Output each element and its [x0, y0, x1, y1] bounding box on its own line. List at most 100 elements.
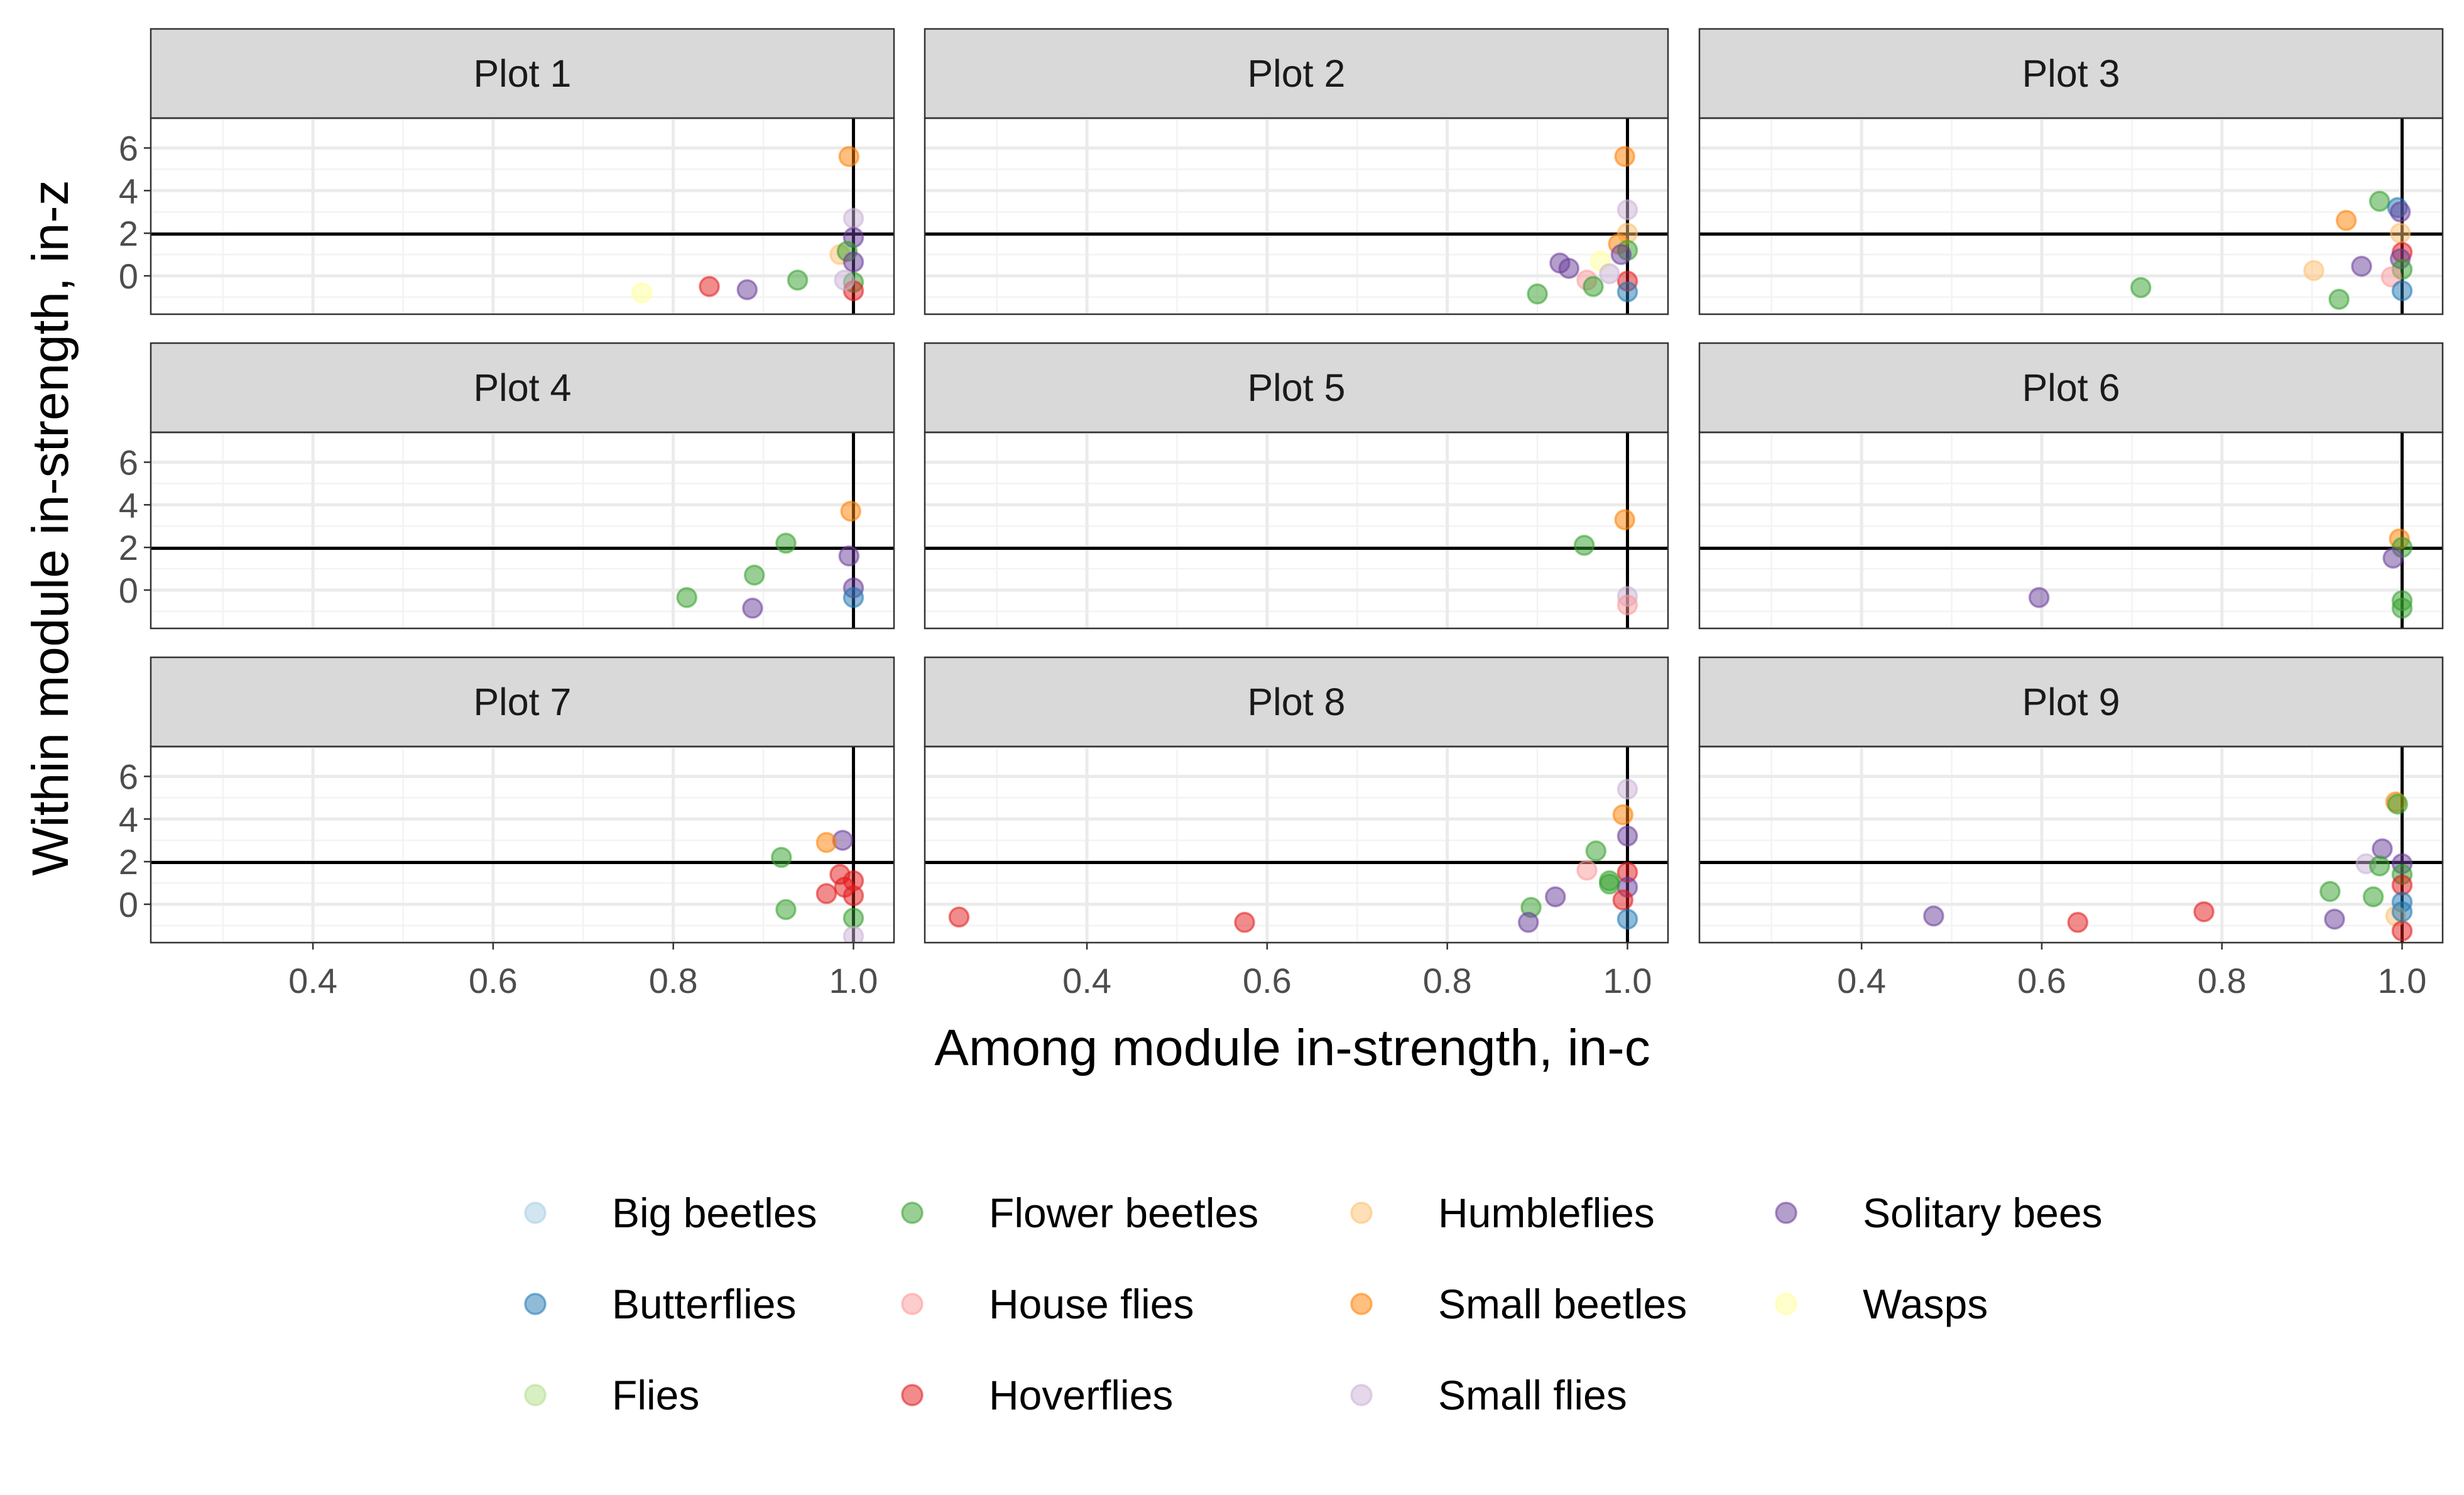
x-tick-label: 0.8	[2198, 961, 2247, 1000]
legend-swatch	[1350, 1384, 1373, 1406]
data-point: Small beetles (0.97, 2.9)	[815, 831, 837, 853]
facet-panel: Plot 3 Flower beetles (0.975, 3.5) Butterf…	[1698, 28, 2444, 315]
y-tick-label: 2	[119, 842, 138, 882]
data-point: Solitary bees (0.48, -0.55)	[1923, 905, 1944, 927]
y-axis-title: Within module in-strength, in-z	[22, 180, 79, 875]
facet-strip	[1698, 28, 2444, 119]
x-tick-label: 0.4	[288, 961, 337, 1000]
legend-label: Flies	[612, 1372, 699, 1418]
data-point: Solitary bees (0.92, 0.35)	[1545, 886, 1566, 907]
plot-area: Small beetles (0.997, 5.6) Small flies (1…	[925, 118, 1668, 314]
data-point: Flower beetles (0.9, -0.85)	[1527, 283, 1548, 305]
y-tick-label: 0	[119, 571, 138, 610]
data-point: Flower beetles (0.925, -0.25)	[775, 899, 797, 921]
legend-label: Solitary bees	[1863, 1190, 2103, 1236]
data-point: Butterflies (1, -0.35)	[2391, 901, 2413, 923]
facet-strip	[150, 656, 895, 748]
data-point: Small flies (1, -1.5)	[842, 926, 864, 943]
legend-item: Butterflies	[524, 1281, 796, 1327]
data-point: Small beetles (0.997, 3.7)	[840, 500, 861, 522]
x-tick-label: 0.4	[1837, 961, 1886, 1000]
facet-title: Plot 3	[2022, 52, 2120, 95]
data-point: Solitary bees (0.888, -0.85)	[742, 598, 763, 619]
data-point: Solitary bees (0.993, 1)	[1610, 244, 1632, 265]
legend-swatch	[524, 1384, 547, 1406]
facet-title: Plot 2	[1248, 52, 1346, 95]
facet-title: Plot 5	[1248, 366, 1346, 409]
panel-border	[150, 117, 895, 315]
data-point: Small beetles (0.997, 5.6)	[1614, 146, 1635, 167]
panel-border	[150, 745, 895, 944]
data-point: Flower beetles (1, -0.85)	[2391, 598, 2413, 619]
data-point: Solitary bees (0.597, -0.35)	[2028, 587, 2050, 608]
data-point: Butterflies (1, -0.7)	[1616, 908, 1638, 930]
data-point: Solitary bees (0.978, 2.6)	[2372, 838, 2393, 860]
legend-item: House flies	[901, 1281, 1194, 1327]
legend-label: Flower beetles	[989, 1190, 1258, 1236]
legend-item: Big beetles	[524, 1190, 817, 1236]
x-tick-label: 0.6	[2017, 961, 2066, 1000]
facet-panel: Plot 2 Small beetles (0.997, 5.6) Small fl…	[924, 28, 1669, 315]
legend-label: House flies	[989, 1281, 1194, 1327]
data-point: Flower beetles (0.92, 2.2)	[771, 846, 792, 868]
legend-item: Hoverflies	[901, 1372, 1173, 1418]
legend-item: Small flies	[1350, 1372, 1627, 1418]
legend-swatch	[524, 1202, 547, 1224]
legend-label: Butterflies	[612, 1281, 796, 1327]
legend-item: Flies	[524, 1372, 699, 1418]
data-point: Flower beetles (0.98, 0.95)	[1599, 873, 1620, 895]
legend-swatch	[524, 1293, 547, 1315]
legend-swatch	[1775, 1293, 1797, 1315]
data-point: Small beetles (0.938, 2.6)	[2335, 210, 2357, 231]
x-tick-label: 0.8	[649, 961, 698, 1000]
plot-area: Small beetles (0.993, 4.8)Flower beetles…	[1699, 747, 2443, 943]
data-point: Hoverflies (0.84, -0.5)	[699, 276, 720, 297]
panel-border	[924, 117, 1669, 315]
data-point: Humbleflies (0.998, 2)	[2389, 222, 2411, 244]
data-point: Solitary bees (0.995, 1.6)	[838, 545, 860, 567]
data-point: Hoverflies (0.575, -0.85)	[1234, 912, 1255, 933]
data-point: Hoverflies (1, 0.4)	[842, 885, 864, 907]
data-point: Small beetles (0.995, 4.2)	[1612, 804, 1634, 826]
x-axis-title: Among module in-strength, in-c	[934, 1019, 1650, 1076]
data-point: Flower beetles (0.952, 2.1)	[1573, 534, 1595, 556]
x-tick-label: 1.0	[2378, 961, 2427, 1000]
data-point: Butterflies (1, -0.35)	[842, 587, 864, 608]
legend-swatch	[901, 1293, 924, 1315]
y-tick-label: 4	[119, 485, 138, 525]
y-tick-label: 6	[119, 757, 138, 796]
legend-label: Wasps	[1863, 1281, 1988, 1327]
legend-swatch	[901, 1384, 924, 1406]
facet-strip	[150, 342, 895, 434]
data-point: House flies (0.988, -0.05)	[2380, 266, 2402, 288]
data-point: Flower beetles (0.89, 0.7)	[743, 564, 765, 586]
data-point: Hoverflies (0.258, -0.6)	[948, 906, 970, 928]
x-tick-label: 1.0	[1603, 961, 1652, 1000]
facet-panel: Plot 6 Small beetles (0.997, 2.4)Flower b…	[1698, 342, 2444, 630]
plot-area: Small flies (1, 5.4) Small beetles (0.995…	[925, 747, 1668, 943]
data-point: Hoverflies (0.64, -0.85)	[2067, 912, 2089, 933]
panels-group: Plot 1 Small beetles (0.995, 5.6) Small fl…	[119, 28, 2444, 1000]
data-point: Flower beetles (0.925, 2.2)	[775, 532, 797, 554]
facet-panel: Plot 1 Small beetles (0.995, 5.6) Small fl…	[119, 28, 895, 315]
plot-area: Small beetles (0.997, 2.4)Flower beetles…	[1699, 432, 2443, 628]
facet-title: Plot 9	[2022, 681, 2120, 723]
facet-strip	[924, 656, 1669, 748]
data-point: Wasps (0.765, -0.8)	[631, 282, 653, 304]
y-tick-label: 2	[119, 214, 138, 253]
data-point: Solitary bees (0.99, 1.5)	[2382, 547, 2404, 569]
data-point: Solitary bees (1, 0.65)	[842, 251, 864, 273]
x-tick-label: 0.4	[1062, 961, 1111, 1000]
facet-title: Plot 7	[474, 681, 572, 723]
data-point: Humbleflies (0.902, 0.25)	[2303, 260, 2325, 282]
data-point: Flower beetles (0.962, -0.5)	[1583, 276, 1604, 297]
data-point: Solitary bees (0.998, 3)	[2389, 201, 2411, 222]
y-tick-label: 0	[119, 256, 138, 296]
data-point: Small beetles (0.997, 3.3)	[1614, 509, 1635, 530]
data-point: Flower beetles (0.815, -0.35)	[676, 587, 697, 608]
data-point: House flies (1, -0.7)	[1616, 594, 1638, 616]
data-point: Flower beetles (0.968, 0.35)	[2362, 886, 2384, 907]
data-point: Solitary bees (0.925, -0.7)	[2324, 908, 2345, 930]
data-point: Small flies (1, 3.1)	[1616, 199, 1638, 221]
